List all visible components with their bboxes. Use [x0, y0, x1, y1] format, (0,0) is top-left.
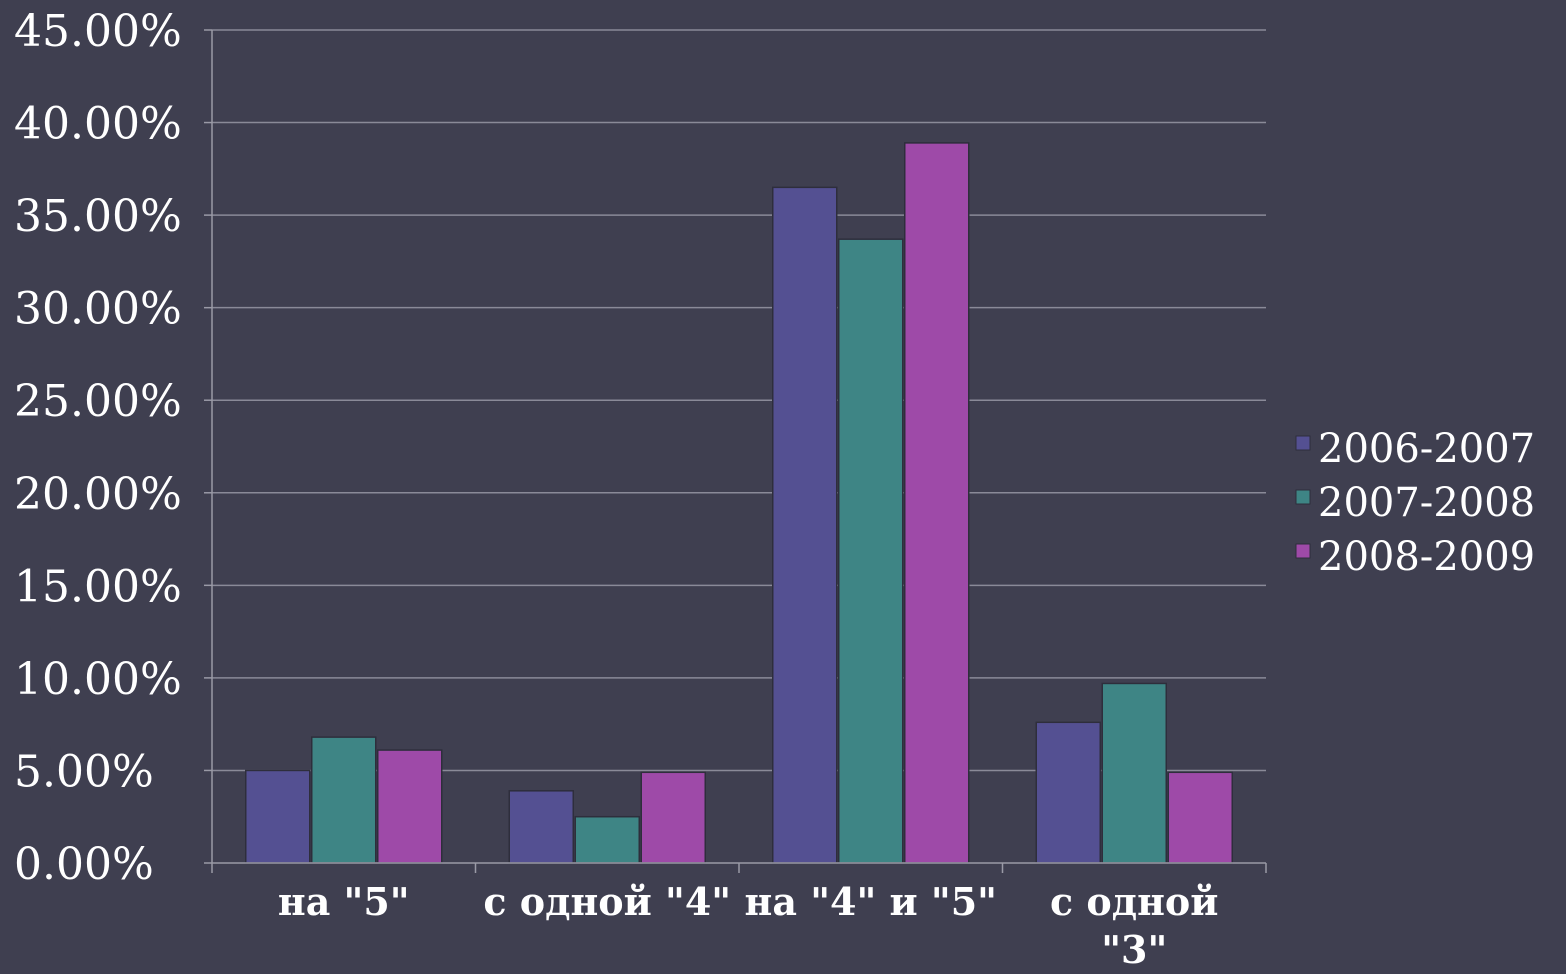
gridlines — [212, 29, 1266, 772]
x-tick-label: с одной "3" — [1050, 879, 1218, 972]
axes — [204, 29, 1267, 873]
bar-2007-2008 — [311, 736, 377, 864]
y-tick-label: 20.00% — [14, 469, 182, 520]
legend-swatch — [1295, 435, 1311, 451]
x-tick-label: с одной "4" — [483, 879, 731, 924]
y-tick-label: 0.00% — [14, 839, 154, 890]
bar-2006-2007 — [508, 790, 574, 864]
x-tick-label: на "5" — [278, 879, 410, 924]
bar-2006-2007 — [1035, 721, 1101, 864]
y-axis-tick-labels: 0.00% 5.00% 10.00% 15.00% 20.00% 25.00% 30.00%… — [14, 6, 182, 890]
bar-2008-2009 — [377, 749, 443, 864]
bar-2008-2009 — [640, 771, 706, 864]
y-tick-label: 15.00% — [14, 561, 182, 612]
x-tick-label: на "4" и "5" — [745, 879, 997, 924]
bar-2007-2008 — [1101, 682, 1167, 864]
y-tick-label: 5.00% — [14, 746, 154, 797]
x-axis-tick-labels: на "5" с одной "4" на "4" и "5" с одной "3" — [278, 879, 1219, 972]
y-tick-label: 45.00% — [14, 6, 182, 57]
legend-swatch — [1295, 489, 1311, 505]
y-tick-label: 10.00% — [14, 654, 182, 705]
legend-label: 2007-2008 — [1318, 480, 1535, 526]
y-tick-label: 25.00% — [14, 376, 182, 427]
bar-2007-2008 — [574, 815, 640, 864]
bar-2006-2007 — [245, 769, 311, 864]
legend-swatch — [1295, 543, 1311, 559]
legend: 2006-2007 2007-2008 2008-2009 — [1295, 426, 1535, 580]
bars — [245, 142, 1233, 864]
bar-2007-2008 — [838, 238, 904, 864]
y-tick-label: 35.00% — [14, 191, 182, 242]
bar-2008-2009 — [904, 142, 970, 864]
legend-label: 2006-2007 — [1318, 426, 1535, 472]
legend-label: 2008-2009 — [1318, 534, 1535, 580]
bar-2008-2009 — [1167, 771, 1233, 864]
bar-2006-2007 — [772, 186, 838, 864]
y-tick-label: 30.00% — [14, 284, 182, 335]
y-tick-label: 40.00% — [14, 99, 182, 150]
